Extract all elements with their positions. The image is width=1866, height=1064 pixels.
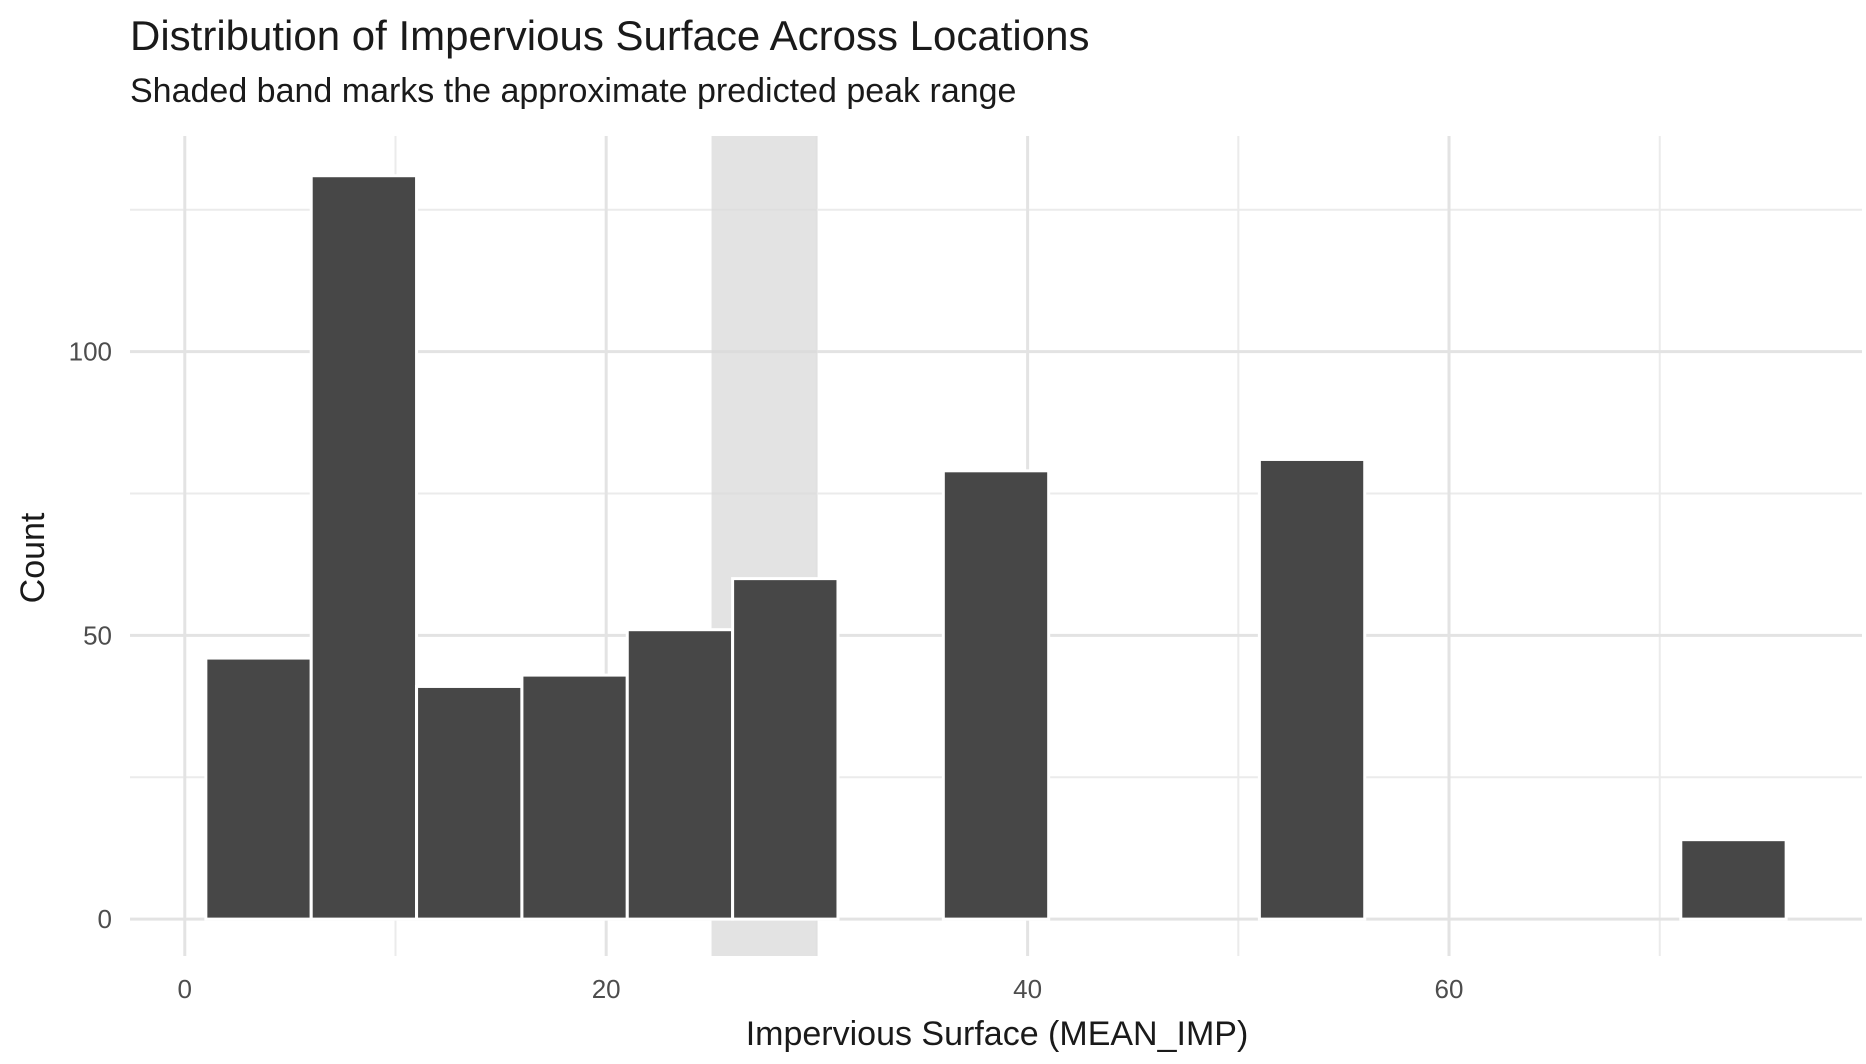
x-axis-title: Impervious Surface (MEAN_IMP) (746, 1015, 1249, 1053)
y-tick-label: 50 (83, 620, 112, 650)
y-tick-labels: 0 50 100 (69, 337, 112, 934)
bars-layer (204, 174, 1788, 921)
x-tick-label: 0 (178, 974, 192, 1004)
x-tick-label: 40 (1013, 974, 1042, 1004)
histogram-bar (1679, 838, 1788, 921)
histogram-bar (309, 174, 419, 921)
x-tick-label: 60 (1435, 974, 1464, 1004)
histogram-bar (415, 684, 524, 921)
histogram-bar (520, 673, 629, 921)
y-tick-label: 0 (98, 904, 112, 934)
x-tick-label: 20 (592, 974, 621, 1004)
y-axis-title: Count (14, 512, 52, 603)
histogram-bar (731, 577, 840, 921)
histogram-bar (625, 628, 735, 921)
chart-subtitle: Shaded band marks the approximate predic… (130, 72, 1017, 110)
y-tick-label: 100 (69, 337, 112, 367)
chart-title: Distribution of Impervious Surface Acros… (130, 12, 1090, 59)
histogram-bar (941, 469, 1051, 921)
histogram-bar (1257, 457, 1367, 921)
histogram-bar (204, 656, 313, 921)
x-tick-labels: 0 20 40 60 (178, 974, 1464, 1004)
